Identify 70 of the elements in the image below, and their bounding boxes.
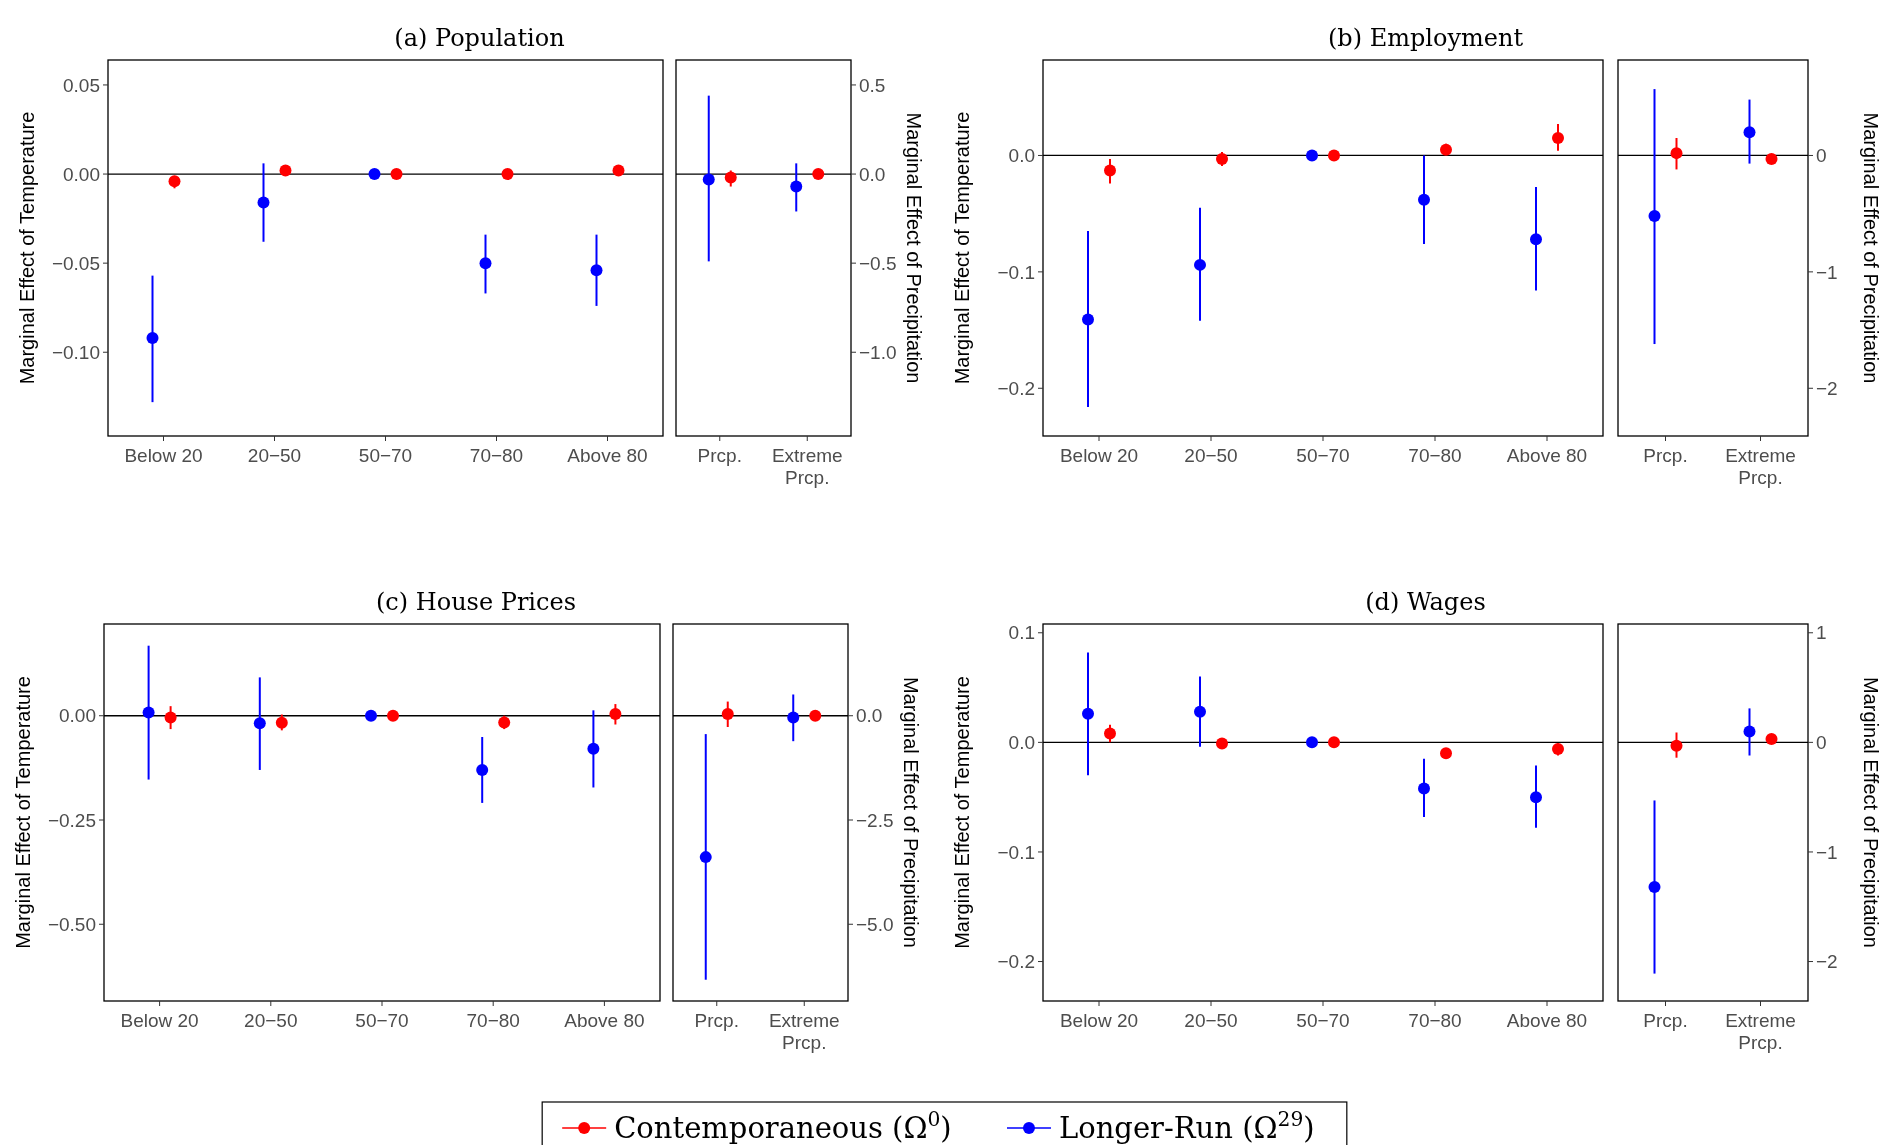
x-tick-label: Below 20 bbox=[1059, 1010, 1139, 1031]
y-tick-label: 0.1 bbox=[1008, 622, 1035, 644]
y-tick-label: 0.00 bbox=[59, 705, 96, 727]
x-tick-label: Above 80 bbox=[567, 445, 648, 466]
x-tick-label: Extreme Prcp. bbox=[768, 1010, 840, 1053]
y2-tick-label: 0 bbox=[1816, 732, 1827, 754]
legend-label: Longer-Run (Ω$^{29}$) bbox=[1058, 1107, 1315, 1145]
x-tick-label: Prcp. bbox=[694, 1010, 739, 1031]
chart-title: (c) House Prices bbox=[375, 588, 577, 616]
y2-tick-label: −1 bbox=[1816, 261, 1838, 283]
y2-tick-label: −0.5 bbox=[859, 252, 897, 274]
x-tick-label: Extreme Prcp. bbox=[771, 445, 843, 488]
y2-axis-title: Marginal Effect of Precipitation bbox=[903, 112, 925, 384]
y-tick-label: −0.1 bbox=[997, 261, 1035, 283]
y-tick-label: −0.1 bbox=[997, 841, 1035, 863]
x-tick-label: Below 20 bbox=[120, 1010, 199, 1031]
chart-title: (a) Population bbox=[394, 24, 565, 52]
y2-tick-label: −2.5 bbox=[856, 809, 894, 831]
x-tick-label: Extreme Prcp. bbox=[1725, 1010, 1796, 1053]
x-tick-label: 70−80 bbox=[466, 1010, 520, 1031]
x-tick-label: Above 80 bbox=[1506, 1010, 1588, 1031]
x-tick-label: 50−70 bbox=[355, 1010, 409, 1031]
x-tick-label: Below 20 bbox=[124, 445, 203, 466]
y-tick-label: −0.50 bbox=[47, 913, 96, 935]
y2-tick-label: 0.0 bbox=[856, 705, 883, 727]
y-axis-title: Marginal Effect of Temperature bbox=[16, 111, 38, 385]
y2-tick-label: −1 bbox=[1816, 841, 1838, 863]
x-tick-label: 70−80 bbox=[1408, 445, 1462, 466]
y-axis-title: Marginal Effect of Temperature bbox=[951, 676, 973, 949]
y2-tick-label: −2 bbox=[1816, 951, 1838, 973]
x-tick-label: 20−50 bbox=[1184, 1010, 1238, 1031]
y-tick-label: 0.00 bbox=[63, 163, 100, 185]
y2-tick-label: 0.0 bbox=[859, 163, 886, 185]
y-tick-label: 0.05 bbox=[63, 74, 100, 96]
y2-tick-label: 1 bbox=[1816, 622, 1827, 644]
y-tick-label: −0.10 bbox=[51, 341, 100, 363]
y-tick-label: −0.25 bbox=[47, 809, 96, 831]
chart-title: (b) Employment bbox=[1327, 24, 1524, 52]
y2-tick-label: −5.0 bbox=[856, 913, 894, 935]
x-tick-label: Prcp. bbox=[697, 445, 742, 466]
x-tick-label: 50−70 bbox=[1296, 1010, 1350, 1031]
y2-axis-title: Marginal Effect of Precipitation bbox=[1860, 677, 1881, 948]
x-tick-label: Below 20 bbox=[1059, 445, 1139, 466]
x-tick-label: 70−80 bbox=[1408, 1010, 1462, 1031]
y-tick-label: 0.0 bbox=[1008, 145, 1035, 167]
legend-label: Contemporaneous (Ω$^{0}$) bbox=[614, 1107, 952, 1145]
y2-axis-title: Marginal Effect of Precipitation bbox=[1860, 112, 1881, 384]
chart-title: (d) Wages bbox=[1365, 588, 1486, 616]
x-tick-label: 50−70 bbox=[1296, 445, 1350, 466]
y-tick-label: −0.05 bbox=[51, 252, 100, 274]
x-tick-label: 20−50 bbox=[247, 445, 302, 466]
x-tick-label: 70−80 bbox=[469, 445, 524, 466]
y2-tick-label: −2 bbox=[1816, 377, 1838, 399]
y2-tick-label: −1.0 bbox=[859, 341, 897, 363]
x-tick-label: Prcp. bbox=[1643, 445, 1688, 466]
x-tick-label: 20−50 bbox=[1184, 445, 1238, 466]
x-tick-label: Extreme Prcp. bbox=[1725, 445, 1796, 488]
y-tick-label: −0.2 bbox=[997, 951, 1035, 973]
y-tick-label: −0.2 bbox=[997, 377, 1035, 399]
y2-tick-label: 0.5 bbox=[859, 74, 886, 96]
x-tick-label: Prcp. bbox=[1643, 1010, 1688, 1031]
y-axis-title: Marginal Effect of Temperature bbox=[951, 111, 973, 385]
y2-tick-label: 0 bbox=[1816, 145, 1827, 167]
y-tick-label: 0.0 bbox=[1008, 732, 1035, 754]
x-tick-label: Above 80 bbox=[564, 1010, 645, 1031]
y2-axis-title: Marginal Effect of Precipitation bbox=[900, 677, 922, 948]
y-axis-title: Marginal Effect of Temperature bbox=[12, 676, 34, 949]
x-tick-label: 20−50 bbox=[244, 1010, 298, 1031]
x-tick-label: Above 80 bbox=[1506, 445, 1588, 466]
x-tick-label: 50−70 bbox=[358, 445, 413, 466]
